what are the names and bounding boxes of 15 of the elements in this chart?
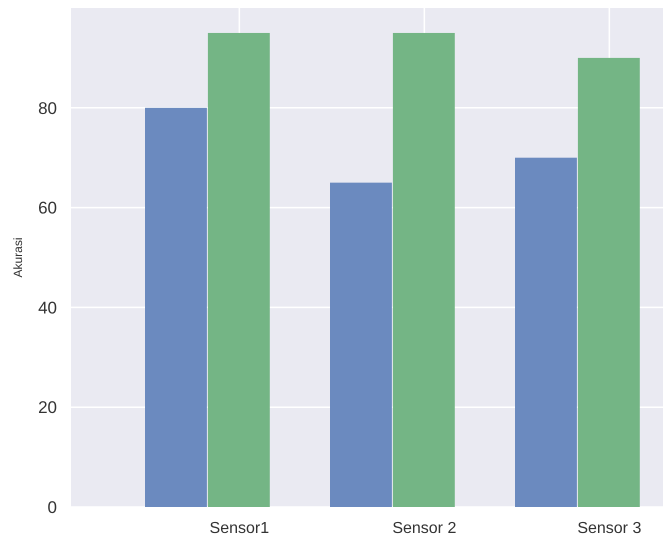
bar: [515, 158, 577, 507]
y-tick-label: 0: [48, 498, 57, 517]
bar: [330, 182, 392, 507]
y-tick-label: 80: [38, 98, 57, 118]
y-axis-title: Akurasi: [11, 237, 25, 278]
y-tick-label: 20: [38, 398, 57, 418]
x-tick-label: Sensor 2: [392, 520, 456, 537]
bar: [392, 32, 455, 507]
bar: [578, 58, 640, 507]
x-tick-label: Sensor 3: [577, 520, 642, 537]
y-tick-label: 40: [38, 298, 57, 318]
bar: [145, 108, 207, 507]
bar: [208, 32, 270, 507]
x-tick-label: Sensor1: [210, 520, 270, 537]
y-tick-label: 60: [38, 198, 57, 218]
